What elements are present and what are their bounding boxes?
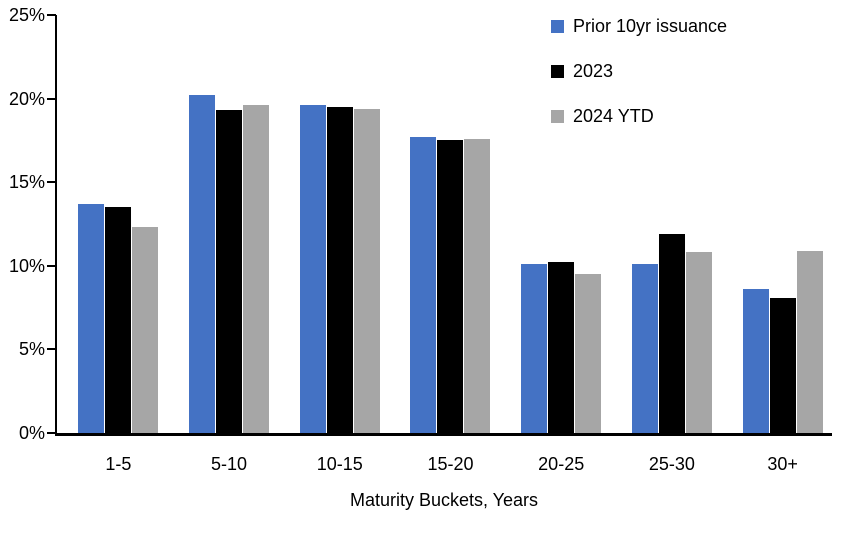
bar-2024-ytd-10-15 [353, 108, 380, 433]
legend-item: 2024 YTD [551, 105, 654, 127]
bar-2024-ytd-15-20 [464, 138, 491, 433]
bar-2023-15-20 [437, 140, 464, 433]
x-tick-label-30+: 30+ [767, 454, 798, 474]
bar-2023-10-15 [326, 106, 353, 433]
x-tick-label-10-15: 10-15 [316, 454, 363, 474]
y-axis-line [55, 15, 57, 436]
legend-swatch-icon [551, 19, 564, 33]
bar-2024-ytd-25-30 [685, 252, 712, 433]
bar-group-15-20 [395, 137, 506, 433]
bar-group-5-10 [174, 95, 285, 433]
bar-group-25-30 [617, 234, 728, 433]
bar-group-20-25 [506, 262, 617, 433]
bar-prior-10yr-issuance-20-25 [521, 264, 548, 433]
x-axis-line [55, 433, 832, 436]
x-axis-title: Maturity Buckets, Years [349, 490, 539, 510]
bar-prior-10yr-issuance-25-30 [631, 264, 658, 433]
y-tick-mark [47, 432, 56, 434]
bar-prior-10yr-issuance-30+ [742, 289, 769, 433]
y-tick-label: 5% [18, 339, 45, 360]
bar-prior-10yr-issuance-10-15 [299, 105, 326, 433]
y-tick-mark [47, 348, 56, 351]
y-tick-label: 20% [8, 88, 45, 109]
legend-swatch-icon [551, 64, 564, 78]
x-tick-label-1-5: 1-5 [105, 454, 132, 474]
bar-2023-1-5 [105, 207, 132, 433]
plot-area [57, 15, 832, 433]
bar-2023-25-30 [658, 234, 685, 433]
bar-prior-10yr-issuance-5-10 [189, 95, 216, 433]
bar-2023-30+ [769, 297, 796, 433]
y-tick-mark [47, 97, 56, 100]
bar-prior-10yr-issuance-15-20 [410, 137, 437, 433]
y-tick-label: 0% [18, 423, 45, 443]
bar-2024-ytd-5-10 [243, 105, 270, 433]
bar-2023-5-10 [216, 110, 243, 433]
y-tick-mark [47, 264, 56, 267]
legend-item: Prior 10yr issuance [551, 15, 727, 37]
y-tick-label: 15% [8, 172, 45, 193]
bar-2023-20-25 [548, 262, 575, 433]
x-tick-label-25-30: 25-30 [648, 454, 695, 474]
bar-group-30+ [727, 250, 838, 433]
legend-label: 2023 [573, 60, 614, 81]
x-tick-label-20-25: 20-25 [538, 454, 585, 474]
legend-label: 2024 YTD [573, 105, 654, 126]
y-tick-mark [47, 181, 56, 184]
x-tick-label-5-10: 5-10 [211, 454, 248, 474]
y-tick-mark [47, 14, 56, 16]
legend-label: Prior 10yr issuance [573, 15, 728, 36]
bar-2024-ytd-1-5 [132, 227, 159, 433]
y-tick-label: 25% [8, 5, 45, 25]
bar-prior-10yr-issuance-1-5 [78, 203, 105, 433]
y-tick-label: 10% [8, 255, 45, 276]
bar-group-10-15 [284, 105, 395, 433]
bar-group-1-5 [63, 203, 174, 433]
legend-swatch-icon [551, 109, 564, 123]
bar-2024-ytd-20-25 [575, 274, 602, 433]
legend-item: 2023 [551, 60, 613, 82]
x-tick-label-15-20: 15-20 [427, 454, 474, 474]
bar-2024-ytd-30+ [796, 250, 823, 433]
